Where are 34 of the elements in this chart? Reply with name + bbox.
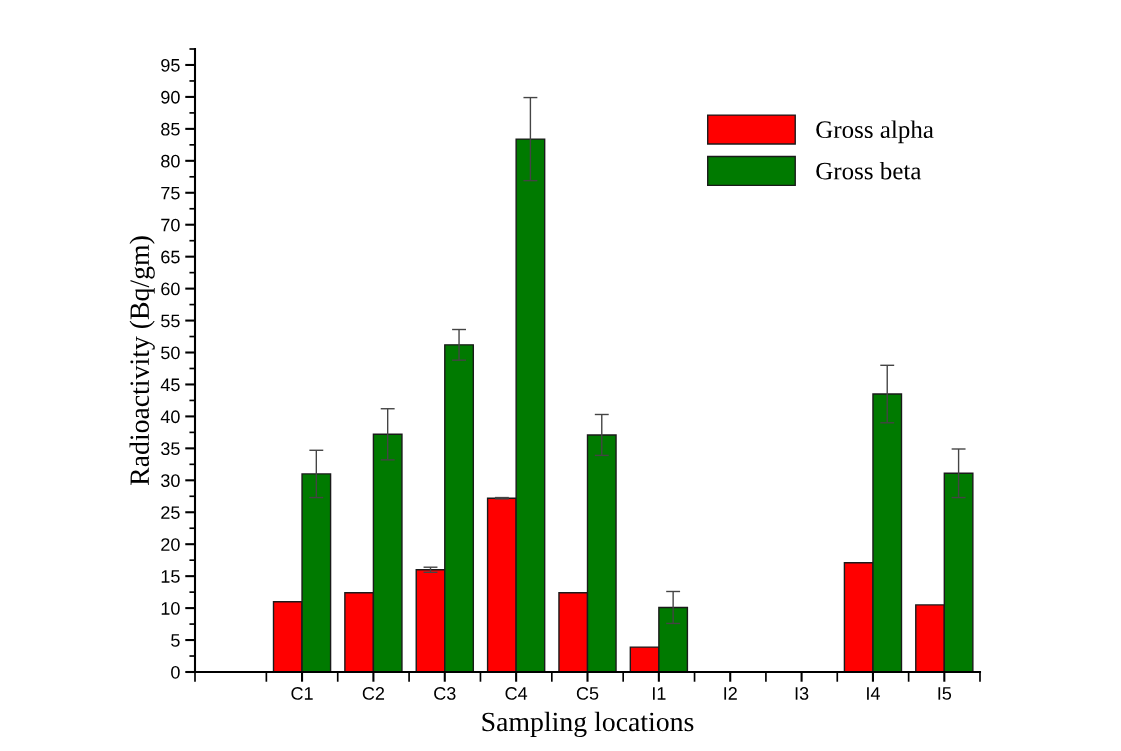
y-tick-label: 0 — [171, 665, 180, 679]
y-tick-label: 5 — [171, 634, 180, 647]
y-tick-label: 95 — [161, 58, 180, 72]
y-tick-label: 70 — [161, 218, 180, 232]
y-tick-label: 80 — [161, 154, 180, 168]
x-tick-label: I2 — [724, 687, 737, 700]
x-tick-label: C5 — [576, 687, 599, 700]
y-tick-label: 15 — [161, 570, 180, 583]
y-tick-label: 90 — [161, 90, 180, 104]
y-tick-label: 60 — [161, 282, 180, 296]
x-tick-label: I5 — [938, 687, 952, 700]
y-axis-title: Radioactivity (Bq/gm) — [129, 236, 155, 486]
x-tick-label: I3 — [795, 687, 809, 700]
y-tick-label: 40 — [160, 410, 180, 424]
y-tick-label: 30 — [161, 474, 180, 488]
legend-label: Gross beta — [816, 161, 922, 180]
x-axis-title: Sampling locations — [482, 711, 694, 738]
y-tick-label: 85 — [161, 122, 180, 136]
y-tick-label: 45 — [160, 378, 180, 392]
x-tick-label: C1 — [291, 687, 313, 700]
x-tick-label: C2 — [362, 687, 385, 700]
x-tick-label: C4 — [505, 687, 528, 700]
y-tick-label: 35 — [161, 442, 180, 456]
x-tick-label: C3 — [434, 687, 456, 700]
x-tick-label: I1 — [653, 687, 666, 700]
y-tick-label: 50 — [161, 346, 180, 360]
y-tick-label: 25 — [161, 506, 180, 519]
y-tick-label: 20 — [161, 538, 180, 551]
y-tick-label: 65 — [161, 250, 180, 264]
y-tick-label: 75 — [161, 186, 180, 200]
y-tick-label: 10 — [161, 602, 180, 615]
y-tick-label: 55 — [161, 314, 180, 328]
legend-label: Gross alpha — [816, 120, 934, 144]
x-tick-label: I4 — [867, 687, 880, 700]
